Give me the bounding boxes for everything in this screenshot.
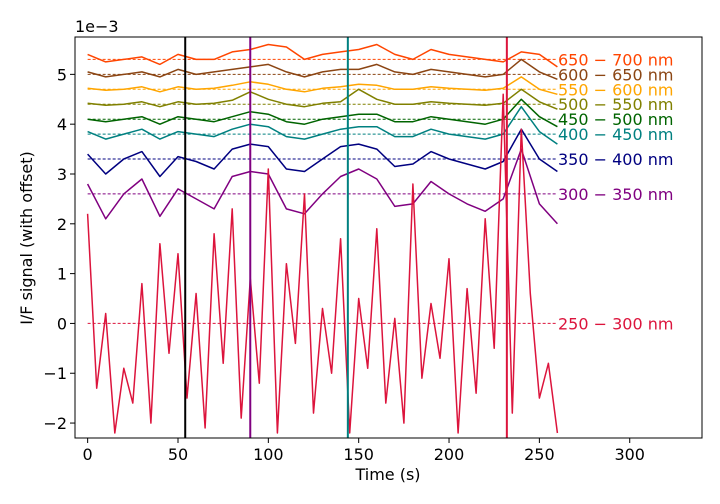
x-tick-label-4: 200 — [434, 445, 465, 464]
vertical-markers — [184, 37, 508, 438]
series-label-7: 300 − 350 nm — [558, 185, 673, 204]
series-line-6 — [87, 128, 558, 178]
series-layer — [86, 43, 559, 434]
x-tick-label-1: 50 — [168, 445, 188, 464]
x-axis-ticks: 0 50 100 150 200 250 300 — [83, 438, 645, 464]
series-line-8 — [86, 93, 559, 434]
y-axis-ticks: −2 −1 0 1 2 3 4 5 — [43, 65, 75, 433]
y-tick-label-0: −2 — [43, 414, 67, 433]
y-axis-title: I/F signal (with offset) — [17, 151, 36, 325]
series-label-3: 500 − 550 nm — [558, 95, 673, 114]
x-tick-label-2: 100 — [253, 445, 284, 464]
y-tick-label-4: 2 — [57, 215, 67, 234]
plot-frame — [74, 36, 703, 439]
series-label-1: 600 − 650 nm — [558, 65, 673, 84]
y-tick-label-2: 0 — [57, 314, 67, 333]
y-tick-label-7: 5 — [57, 65, 67, 84]
y-tick-label-6: 4 — [57, 115, 67, 134]
series-label-8: 250 − 300 nm — [558, 314, 673, 333]
x-tick-label-0: 0 — [83, 445, 93, 464]
y-tick-label-5: 3 — [57, 165, 67, 184]
y-multiplier-label: 1e−3 — [75, 17, 119, 36]
series-label-6: 350 − 400 nm — [558, 150, 673, 169]
series-label-0: 650 − 700 nm — [558, 50, 673, 69]
series-line-1 — [87, 58, 558, 80]
series-line-7 — [86, 148, 558, 225]
series-line-4 — [87, 98, 558, 128]
series-line-3 — [87, 88, 558, 110]
series-line-5 — [87, 105, 558, 145]
x-tick-label-5: 250 — [524, 445, 555, 464]
x-tick-label-6: 300 — [614, 445, 645, 464]
x-tick-label-3: 150 — [343, 445, 374, 464]
series-label-2: 550 − 600 nm — [558, 80, 673, 99]
y-tick-label-3: 1 — [57, 265, 67, 284]
series-label-4: 450 − 500 nm — [558, 110, 673, 129]
series-label-5: 400 − 450 nm — [558, 125, 673, 144]
y-tick-label-1: −1 — [43, 364, 67, 383]
series-line-2 — [87, 76, 558, 96]
series-line-0 — [87, 43, 558, 68]
x-axis-title: Time (s) — [354, 465, 420, 484]
